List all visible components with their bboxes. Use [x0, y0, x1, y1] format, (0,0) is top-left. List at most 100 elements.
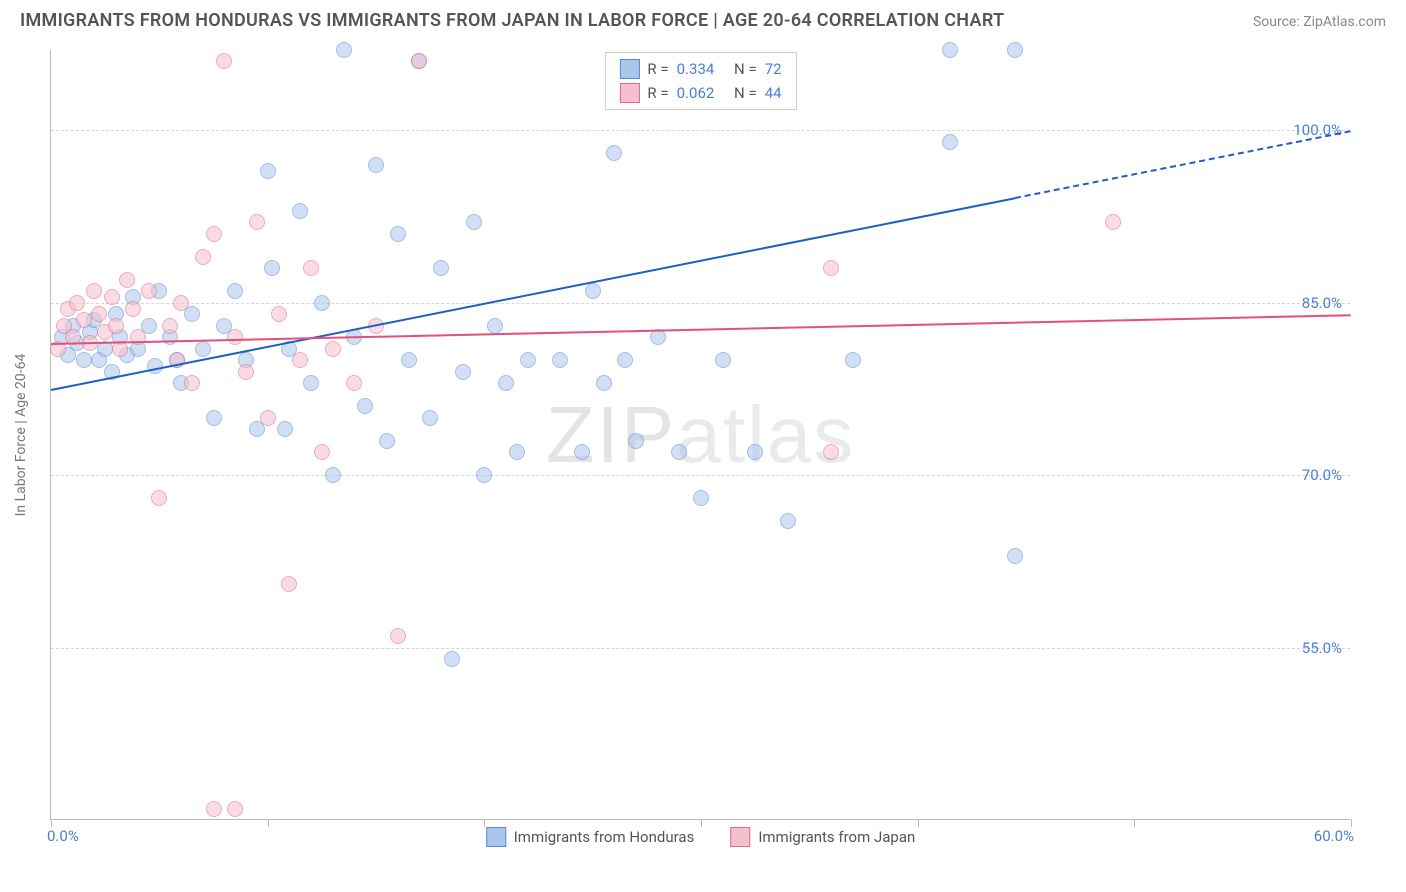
- data-point: [206, 226, 222, 242]
- data-point: [195, 341, 211, 357]
- data-point: [823, 444, 839, 460]
- legend-row-honduras: R = 0.334 N = 72: [619, 57, 781, 81]
- data-point: [1007, 548, 1023, 564]
- data-point: [314, 295, 330, 311]
- data-point: [249, 214, 265, 230]
- x-tick: [918, 819, 919, 827]
- data-point: [942, 134, 958, 150]
- data-point: [455, 364, 471, 380]
- data-point: [1007, 42, 1023, 58]
- data-point: [422, 410, 438, 426]
- data-point: [303, 375, 319, 391]
- data-point: [390, 628, 406, 644]
- x-tick: [51, 819, 52, 827]
- data-point: [104, 289, 120, 305]
- data-point: [606, 145, 622, 161]
- data-point: [184, 375, 200, 391]
- y-tick-label: 85.0%: [1302, 294, 1342, 312]
- data-point: [585, 283, 601, 299]
- data-point: [206, 410, 222, 426]
- x-min-label: 0.0%: [47, 827, 79, 845]
- data-point: [336, 42, 352, 58]
- data-point: [227, 329, 243, 345]
- data-point: [715, 352, 731, 368]
- swatch-japan-bottom: [730, 827, 750, 847]
- data-point: [509, 444, 525, 460]
- data-point: [151, 490, 167, 506]
- data-point: [411, 53, 427, 69]
- legend-item-honduras: Immigrants from Honduras: [486, 827, 695, 847]
- data-point: [552, 352, 568, 368]
- trend-line: [1015, 130, 1351, 199]
- data-point: [271, 306, 287, 322]
- grid-line: [51, 475, 1350, 476]
- x-tick: [484, 819, 485, 827]
- data-point: [216, 53, 232, 69]
- trend-line: [51, 314, 1351, 345]
- legend-item-japan: Immigrants from Japan: [730, 827, 915, 847]
- data-point: [433, 260, 449, 276]
- scatter-chart: In Labor Force | Age 20-64 ZIPatlas R = …: [50, 50, 1350, 820]
- data-point: [173, 295, 189, 311]
- data-point: [325, 467, 341, 483]
- data-point: [314, 444, 330, 460]
- data-point: [780, 513, 796, 529]
- data-point: [292, 352, 308, 368]
- data-point: [277, 421, 293, 437]
- data-point: [119, 272, 135, 288]
- data-point: [466, 214, 482, 230]
- data-point: [281, 576, 297, 592]
- x-tick: [1134, 819, 1135, 827]
- x-tick: [701, 819, 702, 827]
- data-point: [693, 490, 709, 506]
- data-point: [325, 341, 341, 357]
- data-point: [76, 312, 92, 328]
- swatch-honduras-bottom: [486, 827, 506, 847]
- data-point: [264, 260, 280, 276]
- data-point: [628, 433, 644, 449]
- data-point: [260, 410, 276, 426]
- source-attribution: Source: ZipAtlas.com: [1253, 14, 1386, 30]
- x-max-label: 60.0%: [1314, 827, 1354, 845]
- data-point: [845, 352, 861, 368]
- data-point: [401, 352, 417, 368]
- watermark: ZIPatlas: [546, 389, 855, 481]
- data-point: [942, 42, 958, 58]
- data-point: [69, 295, 85, 311]
- grid-line: [51, 648, 1350, 649]
- data-point: [292, 203, 308, 219]
- data-point: [574, 444, 590, 460]
- data-point: [206, 801, 222, 817]
- data-point: [368, 157, 384, 173]
- data-point: [260, 163, 276, 179]
- data-point: [162, 318, 178, 334]
- data-point: [91, 306, 107, 322]
- data-point: [617, 352, 633, 368]
- data-point: [195, 249, 211, 265]
- data-point: [390, 226, 406, 242]
- grid-line: [51, 130, 1350, 131]
- data-point: [671, 444, 687, 460]
- legend-row-japan: R = 0.062 N = 44: [619, 81, 781, 105]
- data-point: [487, 318, 503, 334]
- data-point: [125, 301, 141, 317]
- data-point: [141, 283, 157, 299]
- data-point: [357, 398, 373, 414]
- title-bar: IMMIGRANTS FROM HONDURAS VS IMMIGRANTS F…: [0, 0, 1406, 37]
- x-tick: [1351, 819, 1352, 827]
- y-tick-label: 70.0%: [1302, 466, 1342, 484]
- data-point: [238, 364, 254, 380]
- data-point: [444, 651, 460, 667]
- legend-correlation: R = 0.334 N = 72 R = 0.062 N = 44: [604, 52, 796, 110]
- data-point: [227, 801, 243, 817]
- x-tick: [268, 819, 269, 827]
- data-point: [379, 433, 395, 449]
- y-axis-title: In Labor Force | Age 20-64: [13, 353, 29, 516]
- data-point: [86, 283, 102, 299]
- data-point: [346, 375, 362, 391]
- chart-title: IMMIGRANTS FROM HONDURAS VS IMMIGRANTS F…: [20, 10, 1004, 31]
- data-point: [596, 375, 612, 391]
- data-point: [520, 352, 536, 368]
- swatch-japan: [619, 83, 639, 103]
- grid-line: [51, 303, 1350, 304]
